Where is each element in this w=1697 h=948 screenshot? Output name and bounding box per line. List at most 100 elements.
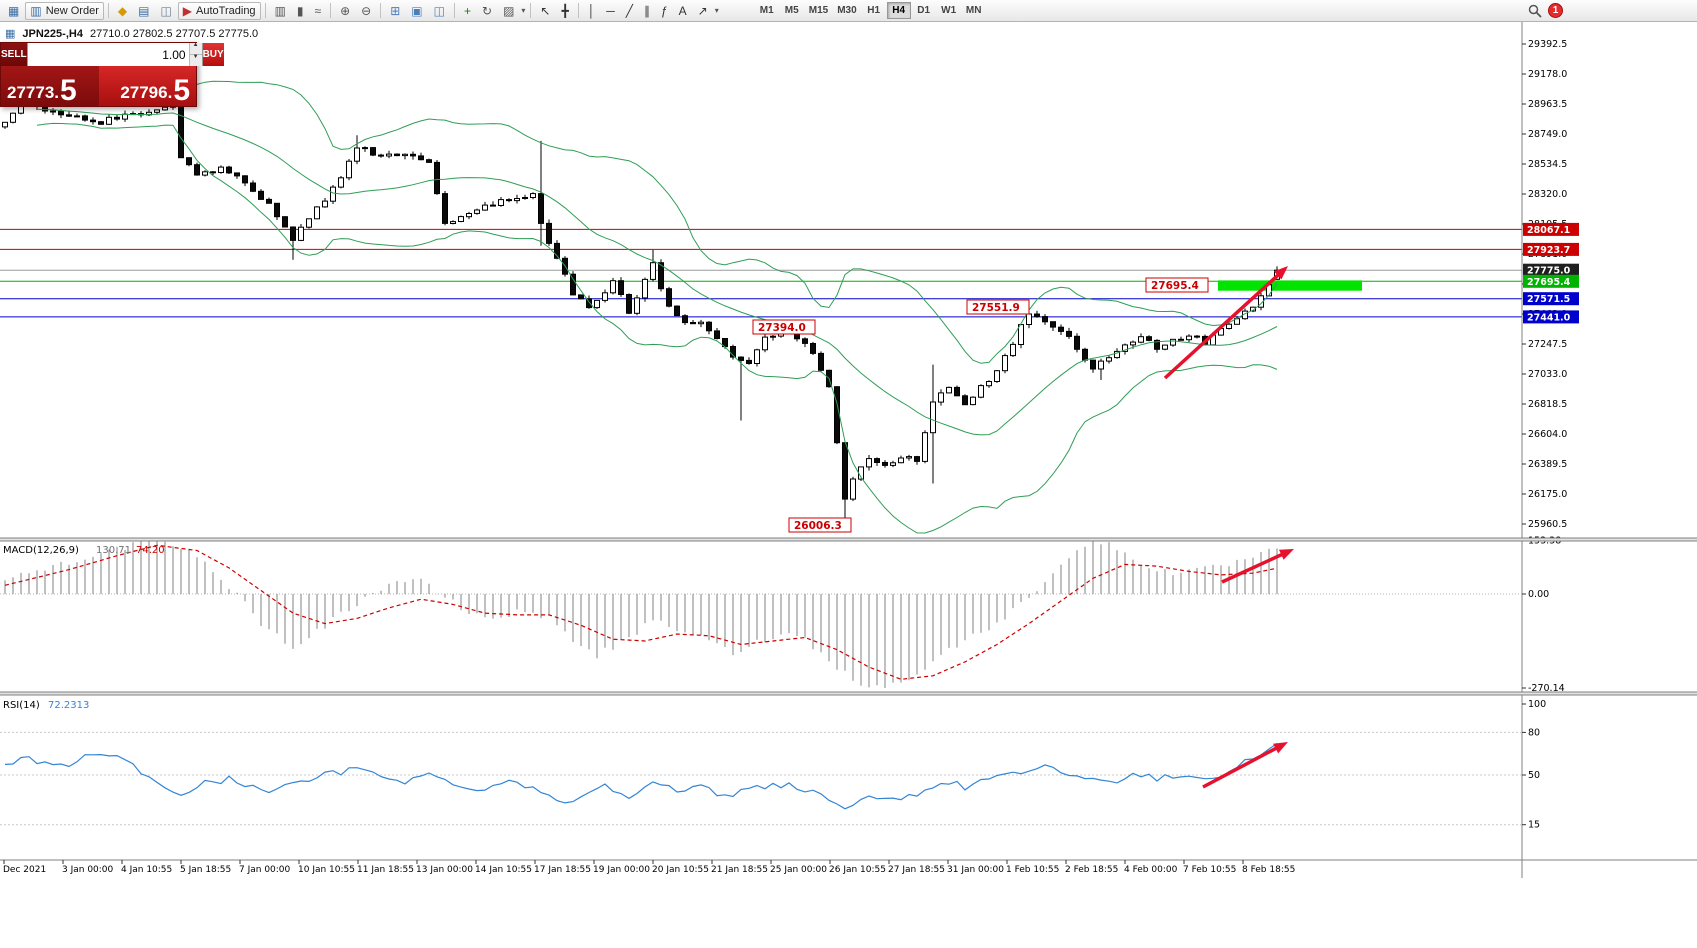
timeframe-m30[interactable]: M30 bbox=[837, 5, 857, 16]
sell-price[interactable]: 27773. 5 bbox=[1, 66, 99, 106]
periods-icon[interactable]: ↻ bbox=[477, 2, 497, 20]
zoom-in-icon: ⊕ bbox=[340, 3, 351, 18]
autotrading-button[interactable]: ▶ AutoTrading bbox=[177, 1, 261, 20]
arrange-windows-icon[interactable]: ◫ bbox=[429, 2, 450, 20]
svg-text:100: 100 bbox=[1528, 699, 1546, 710]
text-tool-icon[interactable]: A bbox=[674, 2, 692, 20]
volume-up-button[interactable]: ▲ bbox=[189, 42, 202, 55]
autotrading-button-label: AutoTrading bbox=[196, 4, 256, 17]
price-callout[interactable] bbox=[788, 517, 852, 533]
templates-caret-icon[interactable]: ▾ bbox=[521, 6, 526, 15]
horizontal-line-tool-icon[interactable]: ─ bbox=[601, 2, 620, 20]
buy-price[interactable]: 27796. 5 bbox=[98, 66, 196, 106]
svg-text:17 Jan 18:55: 17 Jan 18:55 bbox=[534, 865, 591, 875]
toolbar-separator bbox=[380, 3, 382, 18]
vertical-line-tool-icon[interactable]: │ bbox=[583, 2, 601, 20]
timeframe-m1[interactable]: M1 bbox=[759, 5, 774, 16]
price-callout[interactable] bbox=[1145, 277, 1209, 293]
timeframe-d1[interactable]: D1 bbox=[917, 5, 931, 16]
notification-badge[interactable]: 1 bbox=[1548, 3, 1563, 18]
svg-text:Dec 2021: Dec 2021 bbox=[3, 865, 46, 875]
price-axis[interactable]: 29392.5 29178.0 28963.5 28749.0 28534.5 28320… bbox=[1521, 22, 1579, 878]
cascade-windows-icon[interactable]: ▣ bbox=[406, 2, 427, 20]
candlestick-mode-icon[interactable]: ▮ bbox=[292, 2, 309, 20]
price-tag bbox=[1523, 263, 1579, 277]
svg-text:29392.5: 29392.5 bbox=[1528, 39, 1567, 50]
arrows-tool-icon[interactable]: ↗ bbox=[693, 2, 713, 20]
new-order-button[interactable]: ▥ New Order bbox=[25, 1, 104, 20]
line-chart-mode-icon: ≈ bbox=[314, 3, 322, 18]
trendline-tool-icon[interactable]: ╱ bbox=[621, 2, 638, 20]
text-tool-icon: A bbox=[678, 3, 687, 18]
svg-text:27695.4: 27695.4 bbox=[1527, 277, 1571, 288]
zoom-out-icon[interactable]: ⊖ bbox=[356, 2, 376, 20]
timeframe-m15[interactable]: M15 bbox=[808, 5, 829, 16]
crosshair-icon[interactable]: ╋ bbox=[556, 2, 573, 20]
bar-chart-mode-icon: ▥ bbox=[274, 3, 286, 18]
panel-splitter[interactable] bbox=[0, 692, 1697, 695]
svg-text:28534.5: 28534.5 bbox=[1528, 159, 1567, 170]
cascade-windows-icon: ▣ bbox=[411, 3, 423, 18]
green-zone-rectangle[interactable] bbox=[1218, 280, 1362, 291]
sell-button[interactable]: SELL bbox=[1, 43, 27, 66]
timeframe-mn[interactable]: MN bbox=[965, 5, 982, 16]
trade-prices-row: 27773. 5 27796. 5 bbox=[1, 66, 196, 106]
volume-input[interactable] bbox=[27, 43, 189, 66]
search-icon[interactable] bbox=[1528, 4, 1542, 18]
templates-icon[interactable]: ▨ bbox=[498, 2, 519, 20]
timeframe-w1[interactable]: W1 bbox=[941, 5, 957, 16]
trend-arrow[interactable] bbox=[1221, 550, 1288, 584]
volume-spinner: ▲ ▼ bbox=[188, 42, 202, 66]
one-click-trading-panel: SELL ▲ ▼ BUY 27773. 5 27796. 5 bbox=[0, 42, 224, 107]
channel-tool-icon[interactable]: ∥ bbox=[639, 2, 655, 20]
svg-text:27033.0: 27033.0 bbox=[1528, 369, 1567, 380]
arrows-tool-icon: ↗ bbox=[697, 3, 708, 18]
toolbar-separator bbox=[107, 3, 109, 18]
alerts-icon[interactable]: ◆ bbox=[113, 2, 132, 20]
tile-windows-icon[interactable]: ⊞ bbox=[385, 2, 405, 20]
arrows-caret-icon[interactable]: ▾ bbox=[714, 6, 719, 15]
rsi-label: RSI(14) bbox=[3, 700, 40, 711]
chart-icon: ▦ bbox=[5, 28, 16, 40]
line-chart-mode-icon[interactable]: ≈ bbox=[310, 2, 327, 20]
trend-arrow-head bbox=[1273, 266, 1288, 280]
timeframe-h1[interactable]: H1 bbox=[867, 5, 881, 16]
periods-icon: ↻ bbox=[482, 3, 493, 18]
svg-text:27571.5: 27571.5 bbox=[1527, 294, 1570, 305]
app-chart-icon[interactable]: ▦ bbox=[3, 2, 24, 20]
timeframe-m5[interactable]: M5 bbox=[784, 5, 799, 16]
bar-chart-mode-icon[interactable]: ▥ bbox=[270, 2, 291, 20]
time-axis[interactable]: Dec 2021 3 Jan 00:00 4 Jan 10:55 5 Jan 18:5… bbox=[0, 859, 1697, 875]
svg-text:50: 50 bbox=[1528, 770, 1540, 781]
app-chart-icon: ▦ bbox=[8, 3, 20, 18]
sell-price-big-digit: 5 bbox=[60, 74, 77, 107]
trend-arrow[interactable] bbox=[1202, 744, 1282, 789]
svg-text:27 Jan 18:55: 27 Jan 18:55 bbox=[888, 865, 945, 875]
price-callout[interactable] bbox=[752, 319, 816, 335]
new-order-button: ▥ bbox=[30, 3, 42, 18]
tile-windows-icon: ⊞ bbox=[390, 3, 401, 18]
panel-splitter[interactable] bbox=[0, 538, 1697, 541]
navigator-icon[interactable]: ◫ bbox=[155, 2, 176, 20]
price-callout[interactable] bbox=[966, 299, 1030, 315]
svg-text:28963.5: 28963.5 bbox=[1528, 99, 1567, 110]
svg-text:0.00: 0.00 bbox=[1528, 589, 1549, 600]
market-watch-icon[interactable]: ▤ bbox=[133, 2, 154, 20]
svg-text:10 Jan 10:55: 10 Jan 10:55 bbox=[298, 865, 355, 875]
bollinger-middle bbox=[36, 108, 1278, 436]
svg-text:26389.5: 26389.5 bbox=[1528, 459, 1567, 470]
svg-text:3 Jan 00:00: 3 Jan 00:00 bbox=[62, 865, 114, 875]
svg-text:21 Jan 18:55: 21 Jan 18:55 bbox=[711, 865, 768, 875]
buy-button[interactable]: BUY bbox=[202, 43, 224, 66]
trend-arrow[interactable] bbox=[1163, 270, 1284, 380]
zoom-in-icon[interactable]: ⊕ bbox=[335, 2, 355, 20]
toolbar-separator bbox=[530, 3, 532, 18]
indicators-icon[interactable]: + bbox=[459, 2, 476, 20]
svg-text:19 Jan 00:00: 19 Jan 00:00 bbox=[593, 865, 650, 875]
volume-down-button[interactable]: ▼ bbox=[189, 54, 202, 66]
fibonacci-tool-icon[interactable]: ƒ bbox=[656, 2, 673, 20]
timeframe-h4[interactable]: H4 bbox=[886, 2, 911, 19]
cursor-icon[interactable]: ↖ bbox=[535, 2, 555, 20]
bollinger-lower bbox=[36, 122, 1278, 534]
